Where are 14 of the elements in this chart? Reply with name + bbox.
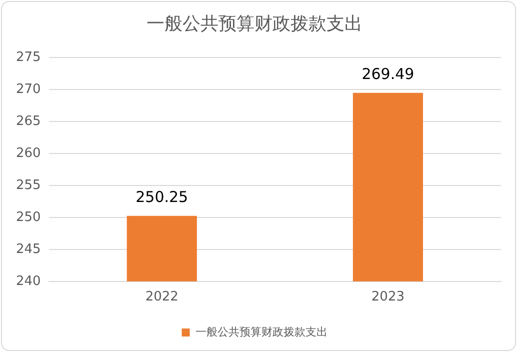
legend-label: 一般公共预算财政拨款支出	[195, 325, 328, 338]
data-label: 250.25	[136, 188, 188, 206]
y-tick-label: 270	[16, 82, 41, 97]
y-tick-label: 240	[16, 274, 41, 289]
y-tick-label: 245	[16, 242, 41, 257]
y-tick-label: 275	[16, 50, 41, 65]
y-tick-label: 265	[16, 114, 41, 129]
data-label: 269.49	[362, 65, 414, 84]
x-tick-label: 2023	[371, 290, 404, 305]
x-tick-label: 2022	[145, 290, 178, 305]
y-tick-label: 255	[16, 178, 41, 193]
y-tick-label: 250	[16, 210, 41, 225]
chart-title: 一般公共预算财政拨款支出	[146, 13, 362, 34]
y-tick-label: 260	[16, 146, 41, 161]
